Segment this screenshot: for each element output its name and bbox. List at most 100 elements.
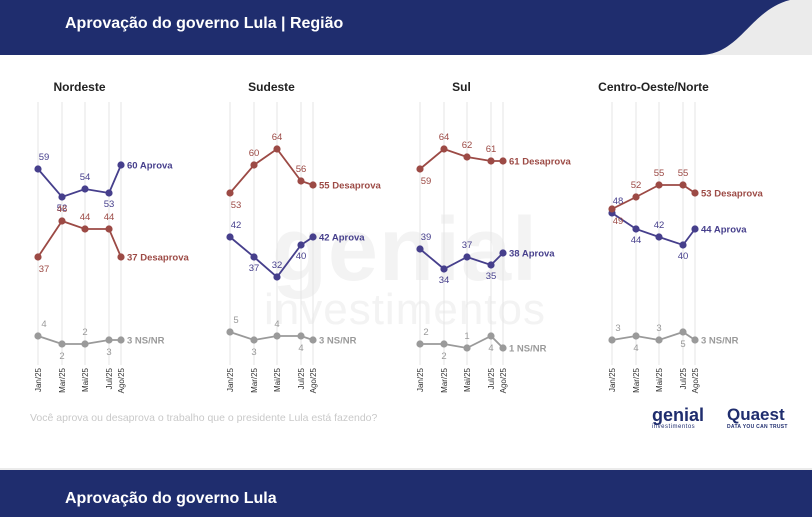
data-point xyxy=(297,177,305,185)
series-end-label: 38 Aprova xyxy=(509,249,555,260)
value-label: 54 xyxy=(80,172,91,183)
x-tick-label: Mar/25 xyxy=(250,367,259,392)
value-label: 3 xyxy=(251,347,256,358)
value-label: 55 xyxy=(654,168,665,179)
x-tick-label: Jan/25 xyxy=(34,367,43,392)
data-point xyxy=(105,336,113,344)
x-tick-label: Mai/25 xyxy=(81,367,90,392)
value-label: 3 xyxy=(106,347,111,358)
data-point xyxy=(81,340,89,348)
value-label: 4 xyxy=(41,319,46,330)
data-point xyxy=(499,344,507,352)
chart-card: genial investimentos Nordeste Jan/25 Mar/2… xyxy=(0,55,812,468)
value-label: 35 xyxy=(486,271,497,282)
data-point xyxy=(273,273,281,281)
value-label: 59 xyxy=(421,176,432,187)
data-point xyxy=(34,165,42,173)
data-point xyxy=(440,340,448,348)
data-point xyxy=(463,344,471,352)
data-point xyxy=(309,336,317,344)
value-label: 2 xyxy=(59,351,64,362)
data-point xyxy=(632,193,640,201)
value-label: 3 xyxy=(656,323,661,334)
data-point xyxy=(440,145,448,153)
value-label: 53 xyxy=(231,200,242,211)
value-label: 5 xyxy=(680,339,685,350)
x-tick-label: Jul/25 xyxy=(105,367,114,389)
value-label: 37 xyxy=(462,240,473,251)
data-point xyxy=(691,225,699,233)
value-label: 4 xyxy=(298,343,303,354)
data-point xyxy=(632,332,640,340)
data-point xyxy=(58,193,66,201)
value-label: 48 xyxy=(613,196,624,207)
data-point xyxy=(273,332,281,340)
value-label: 3 xyxy=(615,323,620,334)
value-label: 44 xyxy=(631,235,642,246)
value-label: 52 xyxy=(57,203,68,214)
x-tick-label: Mar/25 xyxy=(58,367,67,392)
value-label: 32 xyxy=(272,260,283,271)
data-point xyxy=(81,185,89,193)
x-tick-label: Mai/25 xyxy=(463,367,472,392)
value-label: 1 xyxy=(464,331,469,342)
header-curve xyxy=(700,0,812,55)
value-label: 4 xyxy=(274,319,279,330)
data-point xyxy=(416,340,424,348)
data-point xyxy=(309,181,317,189)
data-point xyxy=(679,328,687,336)
data-point xyxy=(487,157,495,165)
data-point xyxy=(250,161,258,169)
survey-question: Você aprova ou desaprova o trabalho que … xyxy=(30,412,378,424)
data-point xyxy=(297,241,305,249)
x-tick-label: Jan/25 xyxy=(416,367,425,392)
value-label: 37 xyxy=(39,264,50,275)
x-tick-label: Jan/25 xyxy=(608,367,617,392)
value-label: 62 xyxy=(462,140,473,151)
value-label: 49 xyxy=(613,216,624,227)
data-point xyxy=(487,261,495,269)
data-point xyxy=(117,253,125,261)
value-label: 34 xyxy=(439,275,450,286)
data-point xyxy=(117,161,125,169)
value-label: 59 xyxy=(39,152,50,163)
x-tick-label: Jul/25 xyxy=(297,367,306,389)
data-point xyxy=(34,332,42,340)
x-tick-label: Mai/25 xyxy=(273,367,282,392)
value-label: 42 xyxy=(231,220,242,231)
chart-title: Nordeste xyxy=(53,80,105,94)
chart-title: Centro-Oeste/Norte xyxy=(598,80,709,94)
series-end-label: 3 NS/NR xyxy=(701,336,739,347)
data-point xyxy=(499,249,507,257)
x-tick-label: Mar/25 xyxy=(440,367,449,392)
series-end-label: 60 Aprova xyxy=(127,161,173,172)
chart-title: Sul xyxy=(452,80,471,94)
data-point xyxy=(58,340,66,348)
data-point xyxy=(250,253,258,261)
value-label: 4 xyxy=(633,343,638,354)
data-point xyxy=(58,217,66,225)
value-label: 2 xyxy=(423,327,428,338)
page-title: Aprovação do governo Lula | Região xyxy=(65,15,344,32)
value-label: 44 xyxy=(104,212,115,223)
x-tick-label: Jul/25 xyxy=(679,367,688,389)
chart-title: Sudeste xyxy=(248,80,295,94)
x-tick-label: Jan/25 xyxy=(226,367,235,392)
series-end-label: 55 Desaprova xyxy=(319,181,382,192)
data-point xyxy=(416,245,424,253)
data-point xyxy=(632,225,640,233)
value-label: 52 xyxy=(631,180,642,191)
series-end-label: 42 Aprova xyxy=(319,233,365,244)
data-point xyxy=(226,328,234,336)
watermark: genial investimentos xyxy=(160,205,650,332)
value-label: 44 xyxy=(80,212,91,223)
data-point xyxy=(440,265,448,273)
data-point xyxy=(416,165,424,173)
data-point xyxy=(499,157,507,165)
value-label: 39 xyxy=(421,232,432,243)
data-point xyxy=(655,336,663,344)
data-point xyxy=(608,205,616,213)
data-point xyxy=(297,332,305,340)
data-point xyxy=(679,241,687,249)
